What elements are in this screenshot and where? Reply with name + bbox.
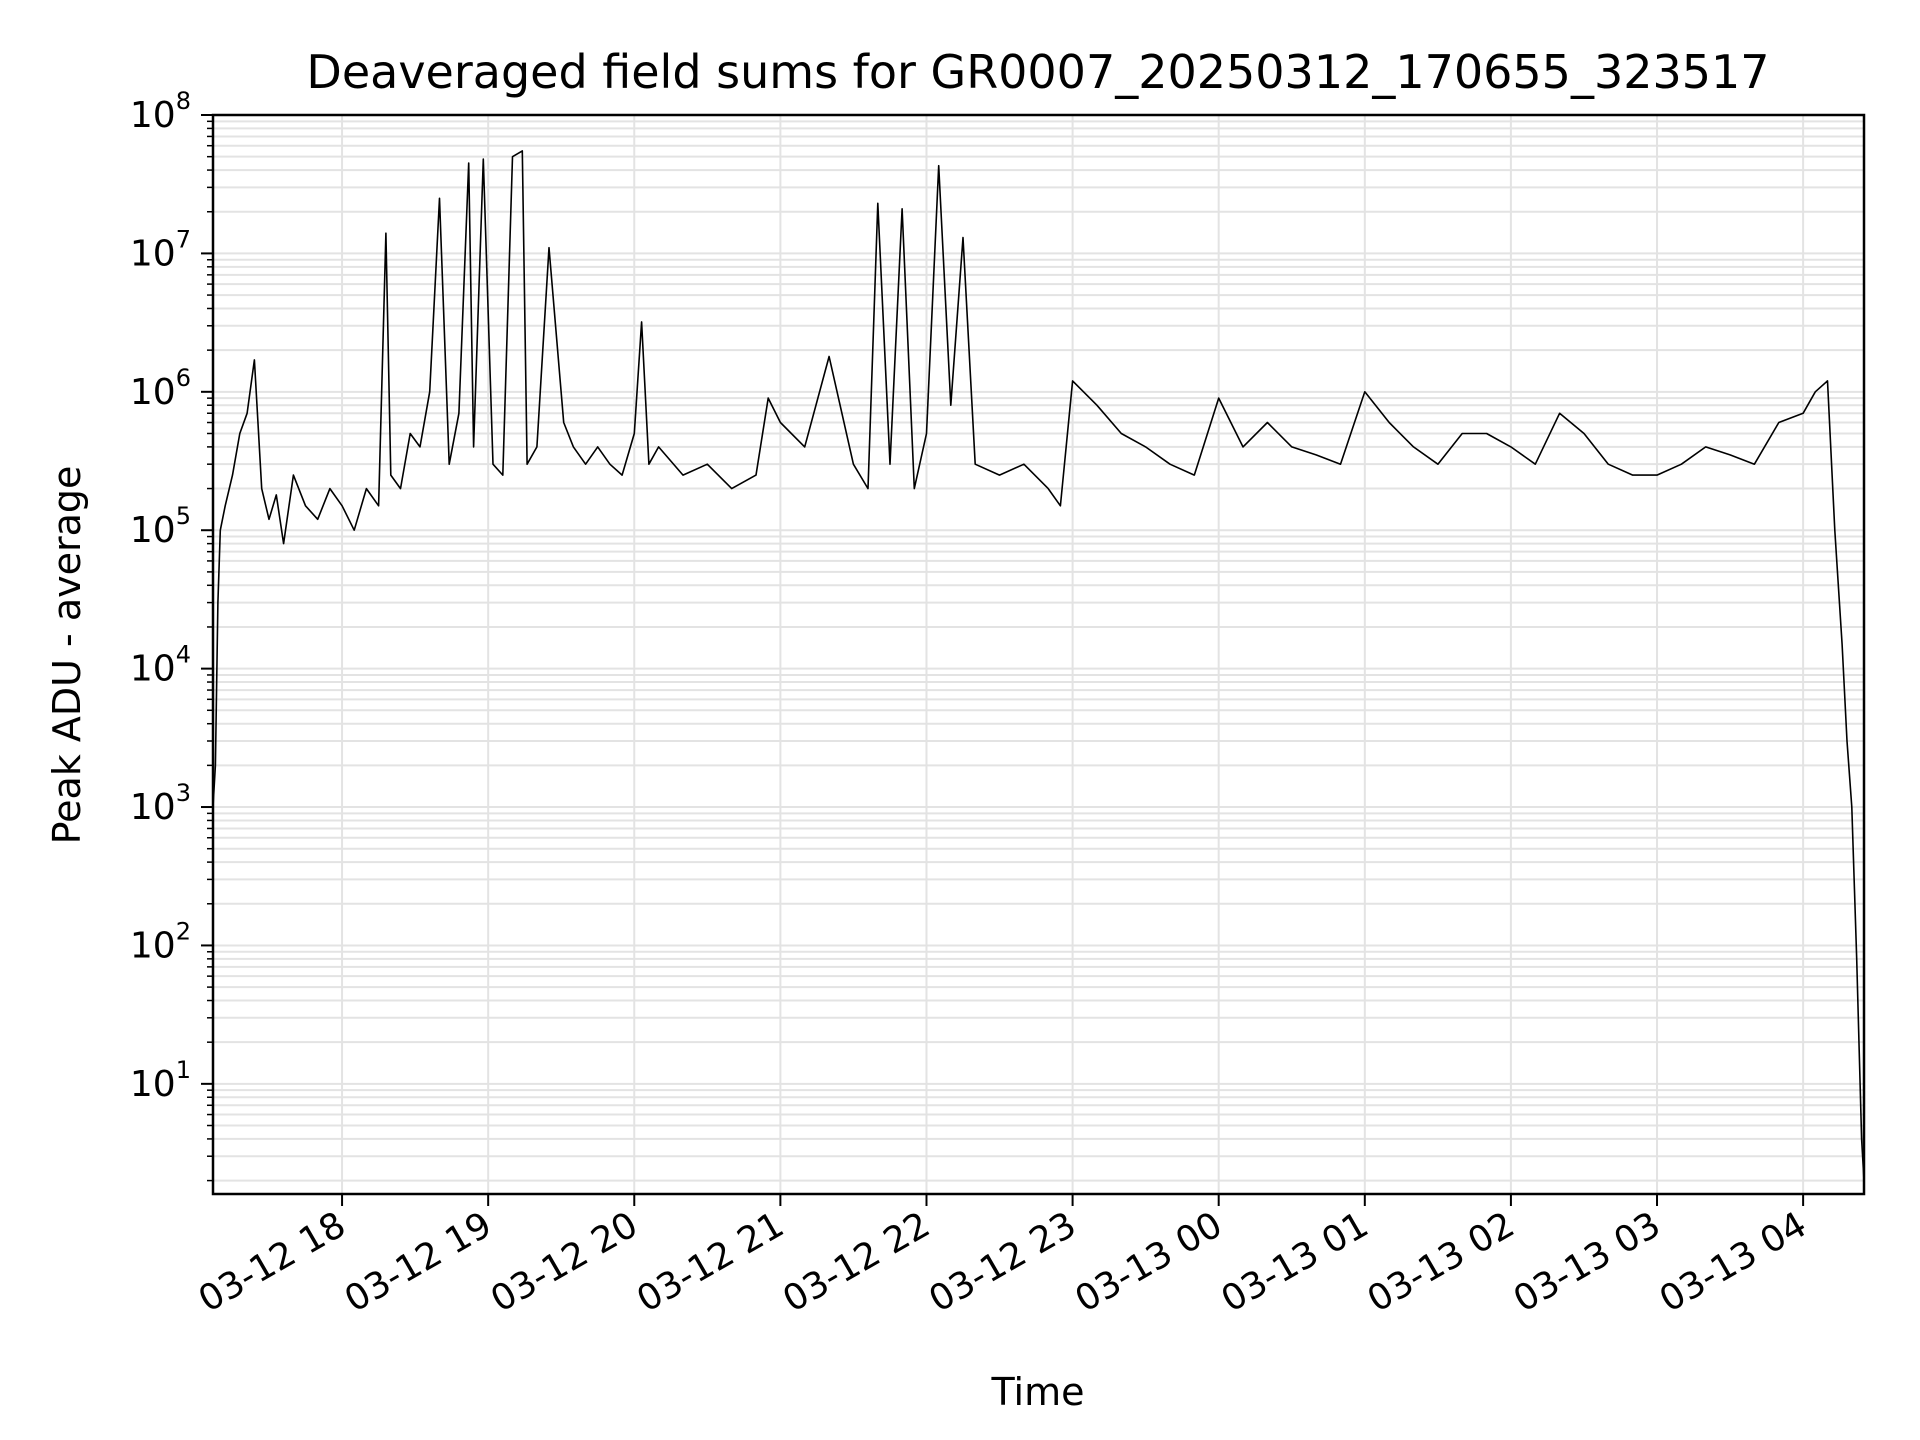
y-tick-exponent: 6 (176, 364, 191, 392)
y-tick-exponent: 5 (176, 502, 191, 530)
plot-frame (211, 113, 1866, 1196)
y-tick-label: 103 (130, 779, 191, 828)
y-tick-exponent: 7 (176, 225, 191, 253)
y-tick-exponent: 4 (176, 641, 191, 669)
y-tick-exponent: 3 (176, 779, 191, 807)
series-layer (212, 150, 1865, 1181)
y-tick-exponent: 8 (176, 87, 191, 115)
y-axis-label: Peak ADU - average (45, 466, 89, 845)
series-line (212, 150, 1865, 1181)
x-axis-label: Time (991, 1370, 1085, 1414)
chart-title: Deaveraged field sums for GR0007_2025031… (306, 45, 1769, 99)
y-tick-exponent: 2 (176, 917, 191, 945)
y-tick-exponent: 1 (176, 1056, 191, 1084)
